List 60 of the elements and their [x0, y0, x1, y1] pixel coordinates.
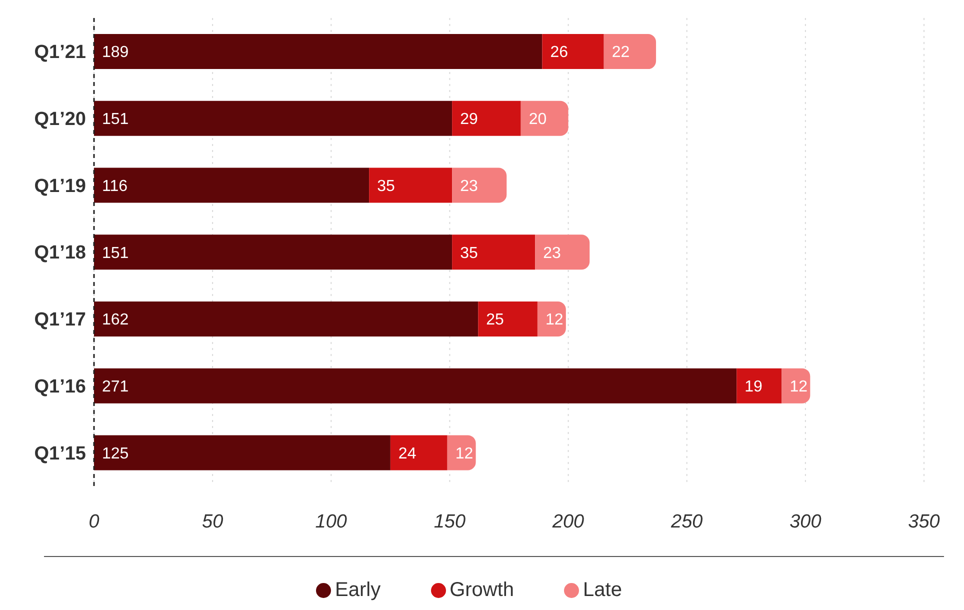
y-tick-label: Q1’20 [34, 109, 86, 130]
bar [369, 168, 452, 203]
x-tick-label: 200 [551, 511, 585, 532]
y-tick-label: Q1’18 [34, 242, 86, 264]
x-tick-label: 50 [202, 511, 224, 532]
bar [452, 168, 507, 203]
bar [782, 368, 810, 404]
bar [537, 301, 566, 336]
x-tick-label: 250 [670, 511, 704, 532]
data-label: 151 [102, 111, 129, 128]
x-tick-label: 0 [88, 511, 100, 532]
x-tick-label: 300 [790, 511, 822, 532]
data-label: 35 [377, 178, 395, 195]
y-tick-label: Q1’17 [34, 310, 86, 331]
bar [94, 168, 370, 203]
legend-label: Late [583, 579, 622, 601]
bar [535, 234, 590, 270]
data-label: 19 [744, 378, 763, 396]
data-label: 271 [102, 378, 129, 396]
bar [94, 34, 542, 70]
x-tick-label: 350 [908, 511, 940, 532]
data-label: 125 [102, 445, 129, 462]
data-label: 162 [102, 312, 129, 329]
x-tick-label: 100 [315, 511, 348, 532]
legend-label: Growth [450, 579, 514, 601]
y-tick-label: Q1’21 [34, 42, 86, 64]
data-label: 24 [398, 445, 416, 462]
data-label: 12 [545, 312, 564, 329]
bar [94, 100, 452, 136]
x-tick-label: 150 [434, 511, 466, 532]
data-label: 116 [102, 178, 128, 195]
bar [452, 100, 521, 136]
bar [604, 34, 656, 70]
data-label: 23 [543, 244, 561, 262]
bar [94, 301, 478, 336]
bar [94, 368, 737, 404]
bar [390, 435, 448, 470]
data-label: 12 [455, 445, 474, 462]
data-label: 151 [102, 244, 129, 262]
legend-label: Early [335, 579, 381, 601]
data-label: 20 [528, 111, 547, 128]
bar [542, 34, 604, 70]
y-tick-label: Q1’16 [34, 376, 86, 398]
bar [452, 234, 536, 270]
y-tick-label: Q1’19 [34, 176, 86, 197]
bar [94, 435, 390, 470]
bar [478, 301, 538, 336]
data-label: 26 [550, 44, 568, 62]
data-label: 12 [790, 378, 808, 396]
bar [447, 435, 476, 470]
data-label: 22 [612, 44, 630, 62]
data-label: 35 [460, 244, 478, 262]
data-label: 29 [460, 111, 478, 128]
data-label: 189 [102, 44, 129, 62]
bar [736, 368, 782, 404]
data-label: 23 [460, 178, 478, 195]
y-tick-label: Q1’15 [34, 443, 86, 464]
data-label: 25 [486, 312, 504, 329]
bar [94, 234, 452, 270]
bar [520, 100, 568, 136]
